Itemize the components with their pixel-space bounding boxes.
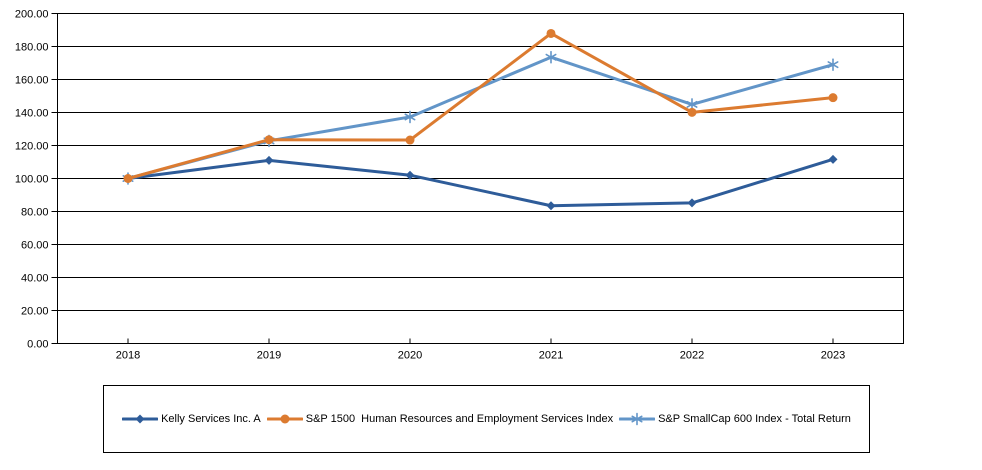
marker-spoke — [545, 53, 557, 61]
x-axis-label: 2021 — [539, 350, 563, 362]
x-axis-label: 2018 — [116, 350, 140, 362]
legend-marker-circle-icon — [266, 414, 303, 424]
series-line-0 — [126, 157, 835, 208]
y-axis-label: 120.00 — [15, 141, 49, 153]
x-axis-label: 2020 — [398, 350, 422, 362]
marker-spoke — [827, 61, 839, 69]
series-line-2 — [126, 55, 835, 180]
data-point-marker — [264, 135, 274, 145]
data-point-marker — [546, 201, 556, 211]
plot-area: 200.00 180.00 160.00 140.00 120.00 100.00 80.0… — [15, 9, 904, 362]
legend-label: S&P 1500 Human Resources and Employment … — [305, 413, 614, 425]
x-axis-label: 2022 — [680, 350, 704, 362]
data-point-marker — [280, 414, 290, 424]
legend-item-2: S&P SmallCap 600 Index - Total Return — [619, 412, 851, 426]
data-point-marker — [631, 412, 643, 426]
y-axis-label: 180.00 — [15, 42, 49, 54]
y-axis-label: 200.00 — [15, 9, 49, 21]
y-axis-label: 100.00 — [15, 174, 49, 186]
y-axis-label: 140.00 — [15, 108, 49, 120]
legend-marker-diamond-icon — [122, 414, 159, 424]
data-point-marker — [687, 198, 697, 208]
data-point-marker — [545, 50, 557, 64]
y-axis-label: 40.00 — [21, 273, 49, 285]
x-axis-label: 2023 — [821, 350, 845, 362]
data-point-marker — [123, 174, 133, 183]
data-point-marker — [405, 135, 415, 145]
legend-label: S&P SmallCap 600 Index - Total Return — [658, 413, 851, 425]
data-point-marker — [828, 154, 838, 164]
y-axis-label: 0.00 — [27, 339, 48, 351]
data-point-marker — [687, 107, 697, 117]
marker-spoke — [404, 113, 416, 121]
legend-item-0: Kelly Services Inc. A — [122, 412, 261, 426]
data-point-marker — [404, 110, 416, 124]
chart-legend: Kelly Services Inc. A S&P 1500 Human Reso… — [103, 385, 870, 453]
data-point-marker — [546, 28, 556, 38]
data-point-marker — [135, 414, 145, 424]
legend-item-1: S&P 1500 Human Resources and Employment … — [266, 412, 614, 426]
y-axis-label: 20.00 — [21, 306, 49, 318]
marker-spoke — [686, 100, 698, 108]
series-line-1 — [126, 31, 835, 180]
data-point-marker — [264, 155, 274, 165]
legend-marker-asterisk-icon — [619, 412, 656, 426]
y-axis-label: 80.00 — [21, 207, 49, 219]
legend-label: Kelly Services Inc. A — [161, 413, 261, 425]
marker-spoke — [631, 415, 643, 423]
data-point-marker — [827, 58, 839, 71]
y-axis-label: 160.00 — [15, 75, 49, 87]
data-point-marker — [828, 93, 838, 103]
x-axis-label: 2019 — [257, 350, 281, 362]
y-axis-label: 60.00 — [21, 240, 49, 252]
data-point-marker — [405, 170, 415, 180]
